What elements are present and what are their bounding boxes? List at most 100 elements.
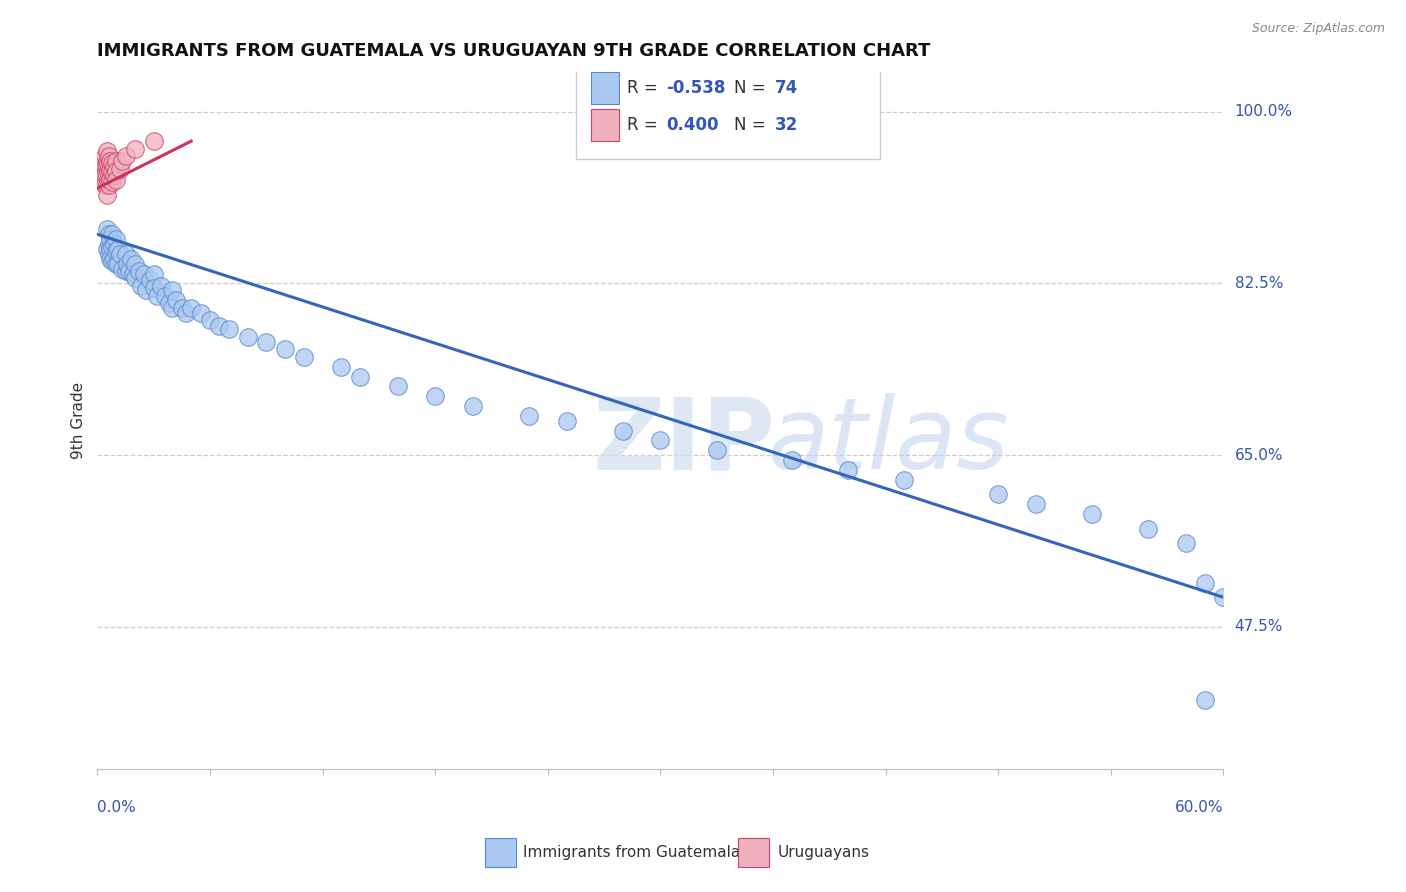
Point <box>208 318 231 333</box>
Point <box>94 169 117 183</box>
Point <box>425 389 447 403</box>
Text: 74: 74 <box>775 79 799 97</box>
Point <box>103 237 125 252</box>
Text: 65.0%: 65.0% <box>1234 448 1284 463</box>
Point <box>105 244 128 258</box>
Point <box>174 306 197 320</box>
Text: N =: N = <box>734 116 770 134</box>
Point <box>461 399 484 413</box>
Point <box>198 312 221 326</box>
Point <box>349 369 371 384</box>
Point <box>218 322 240 336</box>
Point <box>94 178 117 193</box>
Point <box>122 267 145 281</box>
Text: N =: N = <box>734 79 770 97</box>
Point <box>96 153 118 168</box>
Point <box>96 159 118 173</box>
Point <box>96 169 118 183</box>
Point <box>162 301 184 315</box>
Point <box>100 252 122 266</box>
Point <box>97 178 120 193</box>
Point <box>96 178 118 193</box>
Point <box>150 279 173 293</box>
Text: Immigrants from Guatemala: Immigrants from Guatemala <box>523 846 741 860</box>
Text: ZIP: ZIP <box>593 393 776 490</box>
Point <box>135 283 157 297</box>
Point <box>108 161 131 176</box>
Point <box>111 153 134 168</box>
Point <box>142 134 165 148</box>
Y-axis label: 9th Grade: 9th Grade <box>72 382 86 459</box>
Point <box>101 227 124 242</box>
Point <box>254 335 277 350</box>
Text: IMMIGRANTS FROM GUATEMALA VS URUGUAYAN 9TH GRADE CORRELATION CHART: IMMIGRANTS FROM GUATEMALA VS URUGUAYAN 9… <box>97 42 931 60</box>
Point <box>97 247 120 261</box>
Point <box>111 261 134 276</box>
Point <box>555 414 578 428</box>
Point <box>103 252 125 266</box>
Point <box>105 257 128 271</box>
Point <box>100 242 122 256</box>
Point <box>1194 693 1216 707</box>
Text: 0.400: 0.400 <box>666 116 718 134</box>
Point <box>100 153 122 168</box>
Point <box>1137 522 1160 536</box>
Point <box>91 163 114 178</box>
Point <box>96 144 118 158</box>
Text: 82.5%: 82.5% <box>1234 276 1282 291</box>
Point <box>330 359 353 374</box>
Point <box>97 237 120 252</box>
Point <box>517 409 540 423</box>
Point <box>128 263 150 277</box>
Point <box>101 253 124 268</box>
Point <box>97 159 120 173</box>
Point <box>1025 497 1047 511</box>
Point <box>1194 575 1216 590</box>
Point <box>107 257 129 271</box>
Point <box>387 379 409 393</box>
Point <box>162 283 184 297</box>
Point <box>100 173 122 187</box>
Point <box>780 453 803 467</box>
Point <box>91 173 114 187</box>
Point <box>650 434 672 448</box>
Text: atlas: atlas <box>768 393 1010 490</box>
Point <box>94 159 117 173</box>
Point <box>114 149 136 163</box>
Point <box>94 149 117 163</box>
Point <box>170 301 193 315</box>
Point <box>114 263 136 277</box>
Text: 60.0%: 60.0% <box>1175 799 1223 814</box>
Point <box>96 242 118 256</box>
Point <box>134 267 156 281</box>
FancyBboxPatch shape <box>591 72 619 103</box>
Text: R =: R = <box>627 79 662 97</box>
Text: 32: 32 <box>775 116 799 134</box>
Point <box>118 263 141 277</box>
Point <box>129 279 152 293</box>
Text: -0.538: -0.538 <box>666 79 725 97</box>
Point <box>893 473 915 487</box>
Point <box>837 463 859 477</box>
Point <box>157 296 180 310</box>
Point <box>987 487 1010 501</box>
Point <box>114 247 136 261</box>
FancyBboxPatch shape <box>591 110 619 141</box>
Point <box>124 142 146 156</box>
Point <box>146 289 169 303</box>
Point <box>236 330 259 344</box>
Text: R =: R = <box>627 116 662 134</box>
Point <box>96 188 118 202</box>
Point <box>105 173 128 187</box>
Point <box>101 155 124 169</box>
Point <box>96 222 118 236</box>
Point <box>612 424 634 438</box>
FancyBboxPatch shape <box>576 62 880 160</box>
Point <box>103 169 125 183</box>
Point <box>120 252 142 266</box>
Point <box>190 306 212 320</box>
Point <box>101 240 124 254</box>
Point <box>139 273 162 287</box>
Text: 0.0%: 0.0% <box>97 799 136 814</box>
Point <box>1174 536 1197 550</box>
